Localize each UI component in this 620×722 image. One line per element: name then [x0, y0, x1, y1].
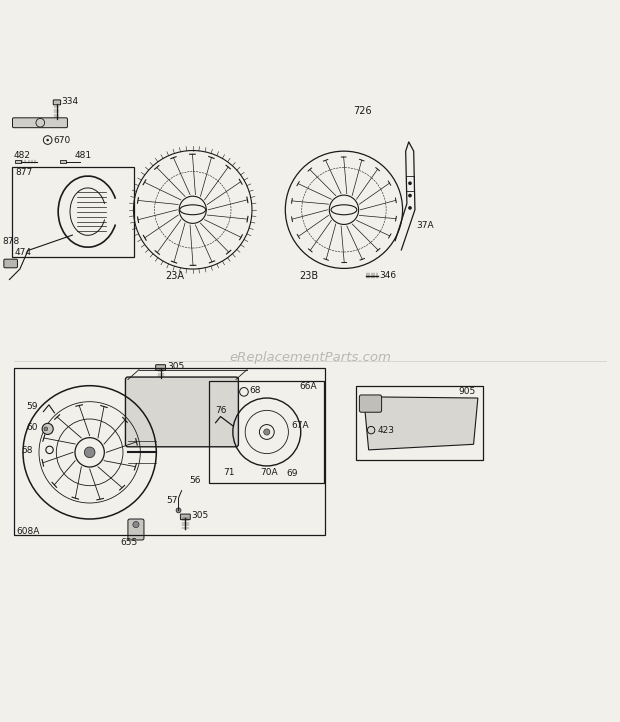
Bar [210, 380, 324, 483]
Text: 655: 655 [120, 538, 137, 547]
Text: 670: 670 [53, 136, 71, 144]
Text: 59: 59 [26, 401, 38, 411]
FancyBboxPatch shape [125, 377, 239, 447]
Circle shape [44, 427, 48, 431]
Text: 877: 877 [16, 168, 33, 177]
Text: 726: 726 [353, 106, 372, 116]
Circle shape [42, 423, 53, 435]
Text: 346: 346 [379, 271, 396, 280]
Polygon shape [364, 397, 478, 450]
Circle shape [408, 181, 412, 185]
Text: 66A: 66A [299, 383, 317, 391]
Text: 37A: 37A [416, 221, 434, 230]
FancyBboxPatch shape [128, 519, 144, 540]
Circle shape [408, 206, 412, 210]
Text: 481: 481 [74, 151, 91, 160]
Text: 23A: 23A [165, 271, 184, 281]
Text: 56: 56 [190, 476, 201, 484]
Text: 57: 57 [166, 496, 178, 505]
Text: 23B: 23B [299, 271, 319, 281]
Text: eReplacementParts.com: eReplacementParts.com [229, 352, 391, 365]
Text: 878: 878 [2, 238, 20, 246]
Text: 60: 60 [26, 423, 38, 432]
FancyBboxPatch shape [60, 160, 66, 163]
Text: 905: 905 [458, 387, 476, 396]
Text: 305: 305 [167, 362, 184, 371]
Text: 67A: 67A [291, 422, 309, 430]
FancyBboxPatch shape [180, 514, 190, 520]
Bar [356, 386, 483, 460]
Circle shape [176, 508, 181, 513]
Circle shape [133, 521, 139, 528]
Text: 68: 68 [249, 386, 260, 395]
FancyBboxPatch shape [53, 100, 61, 105]
Bar [14, 368, 326, 535]
Circle shape [84, 447, 95, 458]
Circle shape [264, 429, 270, 435]
Text: 423: 423 [378, 426, 394, 435]
Text: 474: 474 [14, 248, 32, 257]
Text: 334: 334 [61, 97, 78, 105]
Text: 58: 58 [22, 446, 33, 455]
Text: 76: 76 [216, 406, 227, 415]
FancyBboxPatch shape [12, 118, 68, 128]
Text: 608A: 608A [16, 527, 40, 536]
Text: 482: 482 [14, 151, 31, 160]
FancyBboxPatch shape [15, 160, 20, 163]
Text: 70A: 70A [260, 468, 278, 477]
Text: 69: 69 [286, 469, 298, 479]
FancyBboxPatch shape [360, 395, 381, 412]
FancyBboxPatch shape [4, 259, 17, 268]
Text: 71: 71 [223, 468, 234, 477]
Circle shape [408, 193, 412, 197]
FancyBboxPatch shape [156, 365, 166, 370]
Text: 305: 305 [192, 511, 209, 521]
Bar [12, 167, 134, 257]
Bar [405, 176, 414, 191]
Circle shape [46, 139, 49, 142]
